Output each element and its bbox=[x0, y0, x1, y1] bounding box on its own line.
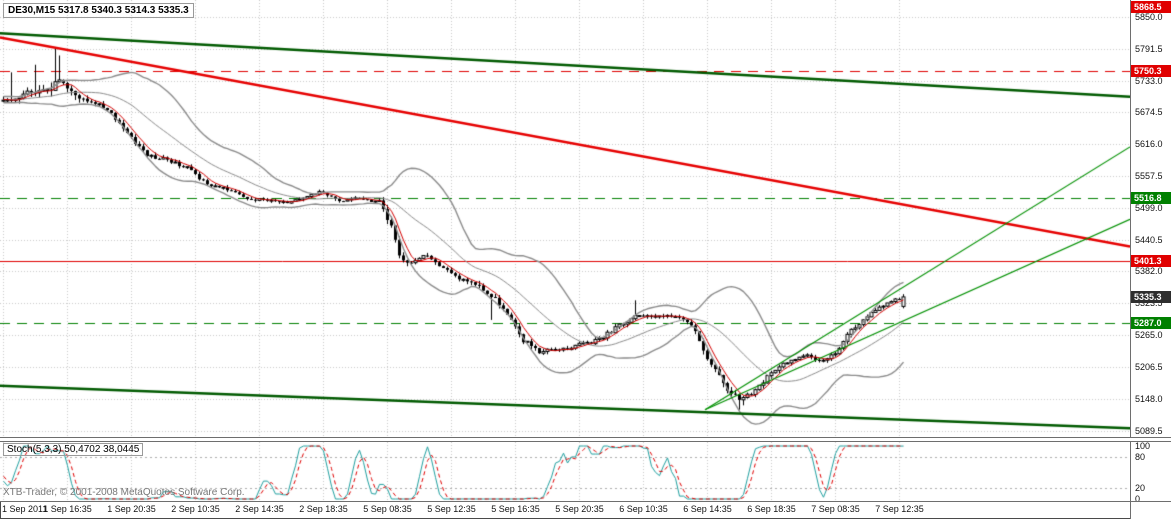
price-tick-label: 5850.0 bbox=[1135, 11, 1163, 22]
price-level-badge: 5401.3 bbox=[1131, 254, 1171, 267]
stochastic-label: Stoch(5,3,3) 50,4702 38,0445 bbox=[3, 443, 144, 456]
panel-splitter[interactable] bbox=[0, 437, 1171, 442]
price-chart-canvas[interactable] bbox=[0, 0, 1130, 437]
price-tick-label: 5089.5 bbox=[1135, 425, 1163, 436]
price-tick-label: 5499.0 bbox=[1135, 202, 1163, 213]
time-tick-label: 6 Sep 10:35 bbox=[619, 504, 668, 514]
price-tick-label: 5206.5 bbox=[1135, 361, 1163, 372]
price-tick-label: 5616.0 bbox=[1135, 139, 1163, 150]
price-tick-label: 5557.5 bbox=[1135, 171, 1163, 181]
price-tick-label: 5382.0 bbox=[1135, 266, 1163, 277]
price-level-badge: 5750.3 bbox=[1131, 65, 1171, 78]
time-tick-label: 7 Sep 08:35 bbox=[811, 504, 860, 514]
price-tick-label: 5265.0 bbox=[1135, 330, 1163, 341]
time-tick-label: 5 Sep 12:35 bbox=[427, 504, 476, 514]
stoch-tick-label: 80 bbox=[1135, 451, 1146, 462]
time-tick-label: 1 Sep 16:35 bbox=[43, 504, 92, 514]
time-tick-label: 2 Sep 18:35 bbox=[299, 504, 348, 514]
price-tick-label: 5148.0 bbox=[1135, 393, 1163, 404]
price-level-badge: 5335.3 bbox=[1131, 290, 1171, 303]
stoch-tick-label: 20 bbox=[1135, 483, 1146, 494]
price-level-badge: 5287.0 bbox=[1131, 317, 1171, 330]
chart-symbol-ohlc-label: DE30,M15 5317.8 5340.3 5314.3 5335.3 bbox=[3, 3, 194, 18]
time-tick-label: 5 Sep 20:35 bbox=[555, 504, 604, 514]
time-axis[interactable]: 1 Sep 2011 1 Sep 16:35 1 Sep 20:35 2 Sep 10… bbox=[0, 503, 1130, 519]
price-tick-label: 5674.5 bbox=[1135, 107, 1163, 118]
price-tick-label: 5733.0 bbox=[1135, 75, 1163, 86]
time-tick-label: 1 Sep 20:35 bbox=[107, 504, 156, 514]
price-axis[interactable]: 5850.0 5791.5 5733.0 5674.5 5616.0 5557.5 5499… bbox=[1130, 0, 1171, 519]
time-tick-label: 7 Sep 12:35 bbox=[875, 504, 924, 514]
time-tick-label: 2 Sep 10:35 bbox=[171, 504, 220, 514]
axis-separator bbox=[0, 501, 1171, 502]
price-level-badge: 5868.5 bbox=[1131, 0, 1171, 13]
time-tick-label: 1 Sep 2011 bbox=[2, 504, 48, 514]
stochastic-indicator-canvas[interactable] bbox=[0, 442, 1130, 501]
time-tick-label: 2 Sep 14:35 bbox=[235, 504, 284, 514]
price-tick-label: 5323.5 bbox=[1135, 298, 1163, 309]
time-tick-label: 5 Sep 16:35 bbox=[491, 504, 540, 514]
price-tick-label: 5440.5 bbox=[1135, 234, 1163, 245]
copyright-label: XTB-Trader, © 2001-2008 MetaQuotes Softw… bbox=[3, 487, 245, 498]
price-level-badge: 5516.8 bbox=[1131, 192, 1171, 205]
stoch-tick-label: 0 bbox=[1135, 494, 1141, 504]
stoch-tick-label: 100 bbox=[1135, 441, 1151, 451]
time-tick-label: 6 Sep 14:35 bbox=[683, 504, 732, 514]
price-tick-label: 5791.5 bbox=[1135, 43, 1163, 54]
time-tick-label: 5 Sep 08:35 bbox=[363, 504, 412, 514]
time-tick-label: 6 Sep 18:35 bbox=[747, 504, 796, 514]
